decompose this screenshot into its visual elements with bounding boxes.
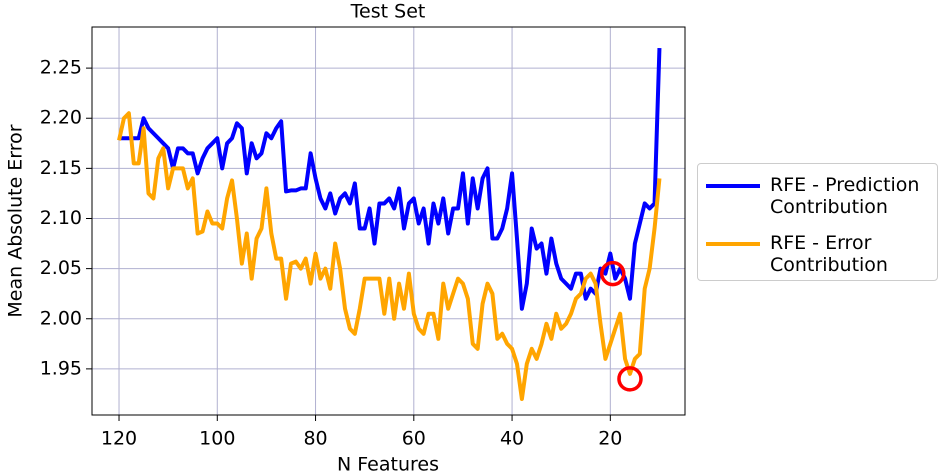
highlight-circle bbox=[600, 260, 626, 287]
legend: RFE - Prediction Contribution RFE - Error… bbox=[697, 163, 938, 281]
legend-swatch bbox=[706, 184, 760, 188]
y-tick-label: 2.00 bbox=[40, 307, 82, 329]
plot-frame bbox=[91, 26, 686, 416]
y-tick-label: 2.25 bbox=[40, 57, 82, 79]
legend-entry: RFE - Prediction Contribution bbox=[706, 174, 935, 218]
y-axis-label: Mean Absolute Error bbox=[5, 124, 27, 317]
series-line bbox=[117, 111, 662, 401]
x-tick-label: 40 bbox=[500, 428, 524, 450]
x-tick-label: 120 bbox=[101, 428, 137, 450]
legend-label: RFE - Error Contribution bbox=[770, 232, 888, 276]
legend-swatch bbox=[706, 242, 760, 246]
grid bbox=[92, 27, 685, 415]
y-tick-label: 2.10 bbox=[40, 207, 82, 229]
y-tick-label: 1.95 bbox=[40, 357, 82, 379]
y-tick-label: 2.15 bbox=[40, 157, 82, 179]
x-tick-label: 80 bbox=[303, 428, 327, 450]
series-line bbox=[119, 47, 662, 311]
x-tick-label: 20 bbox=[598, 428, 622, 450]
x-axis-label: N Features bbox=[337, 454, 439, 476]
legend-entry: RFE - Error Contribution bbox=[706, 232, 935, 276]
y-tick-label: 2.05 bbox=[40, 257, 82, 279]
chart-title: Test Set bbox=[350, 1, 426, 23]
x-tick-label: 60 bbox=[402, 428, 426, 450]
x-tick-label: 100 bbox=[199, 428, 235, 450]
legend-label: RFE - Prediction Contribution bbox=[770, 174, 920, 218]
highlight-circle bbox=[617, 366, 643, 392]
y-tick-label: 2.20 bbox=[40, 107, 82, 129]
